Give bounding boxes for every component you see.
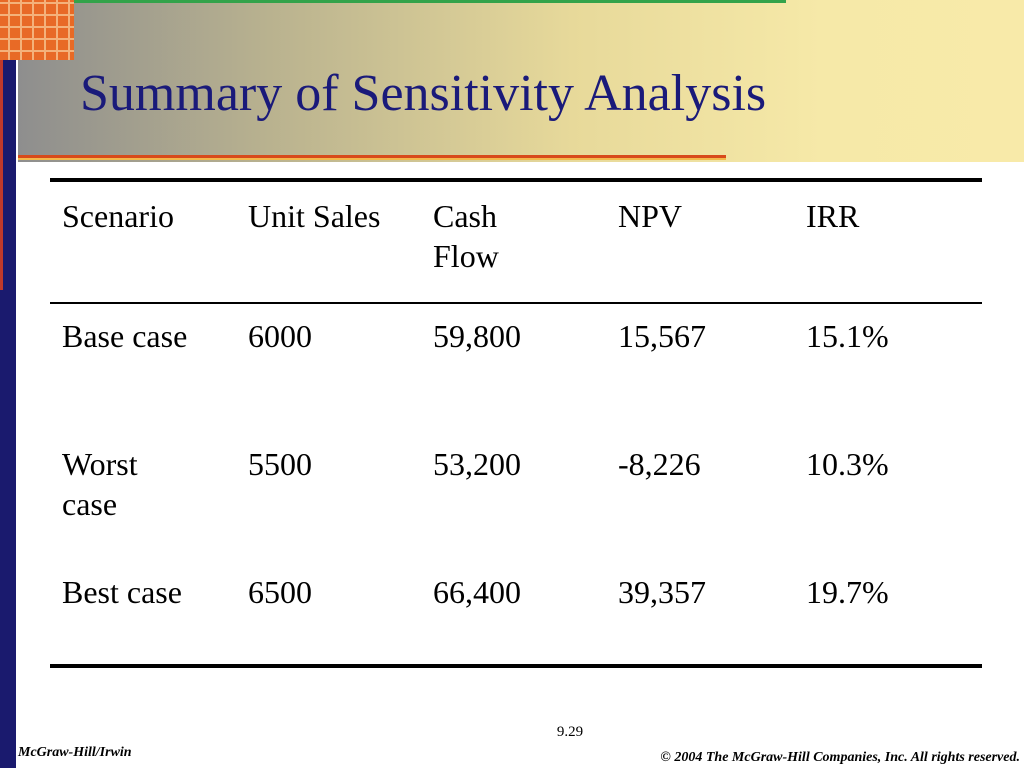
sensitivity-table: Scenario Unit Sales Cash Flow NPV IRR Ba…	[50, 178, 982, 668]
cell-scenario: Worst case	[62, 446, 138, 522]
left-bar	[0, 0, 16, 768]
cell-npv: -8,226	[618, 446, 701, 482]
cell-cash-flow: 66,400	[433, 574, 521, 610]
header-npv: NPV	[618, 198, 683, 234]
grid-logo-icon	[0, 0, 74, 60]
header-band	[18, 0, 1024, 162]
left-bar-accent	[0, 60, 3, 290]
cell-scenario: Best case	[62, 574, 182, 610]
table-row: Worst case 5500 53,200 -8,226 10.3%	[50, 428, 982, 560]
table-row: Base case 6000 59,800 15,567 15.1%	[50, 303, 982, 428]
cell-cash-flow: 53,200	[433, 446, 521, 482]
publisher-label: McGraw-Hill/Irwin	[18, 745, 132, 760]
table-row: Best case 6500 66,400 39,357 19.7%	[50, 560, 982, 666]
cell-unit-sales: 6000	[248, 318, 312, 354]
cell-npv: 39,357	[618, 574, 706, 610]
table-header-row: Scenario Unit Sales Cash Flow NPV IRR	[50, 180, 982, 303]
header-irr: IRR	[806, 198, 860, 234]
cell-unit-sales: 5500	[248, 446, 312, 482]
cell-npv: 15,567	[618, 318, 706, 354]
cell-irr: 15.1%	[806, 318, 889, 354]
cell-scenario: Base case	[62, 318, 188, 354]
header-scenario: Scenario	[62, 198, 174, 234]
slide-title: Summary of Sensitivity Analysis	[80, 65, 767, 122]
cell-cash-flow: 59,800	[433, 318, 521, 354]
cell-irr: 19.7%	[806, 574, 889, 610]
left-bar-divider	[16, 0, 18, 768]
cell-irr: 10.3%	[806, 446, 889, 482]
title-underline	[18, 155, 726, 158]
top-accent-line	[74, 0, 786, 3]
header-unit-sales: Unit Sales	[248, 198, 381, 234]
cell-unit-sales: 6500	[248, 574, 312, 610]
page-number: 9.29	[556, 724, 584, 740]
header-cash-flow: Cash Flow	[433, 198, 499, 274]
title-underline-accent	[18, 158, 726, 160]
copyright-notice: © 2004 The McGraw-Hill Companies, Inc. A…	[660, 750, 1020, 765]
